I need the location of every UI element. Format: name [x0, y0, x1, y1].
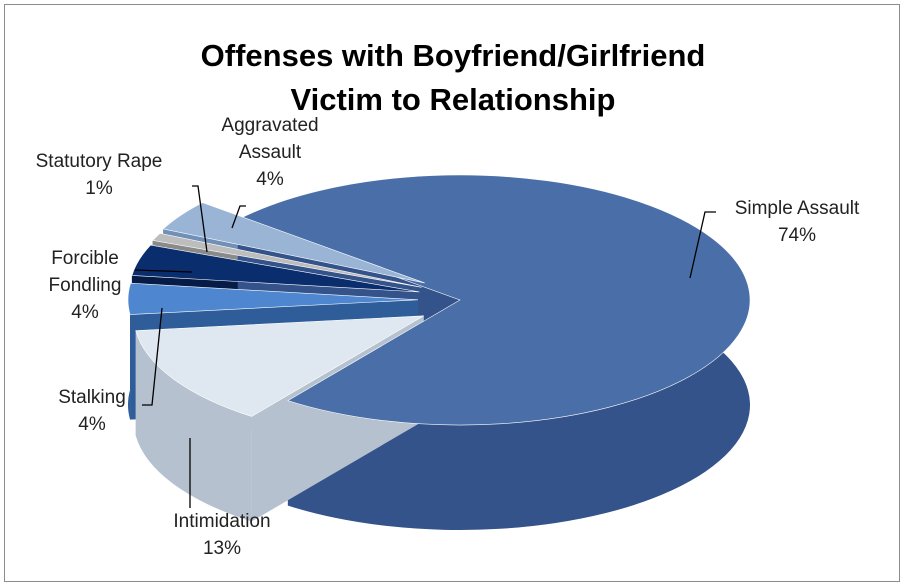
value-label: 13%	[202, 538, 242, 559]
data-label: Intimidation 13%	[142, 508, 302, 562]
leader-line	[134, 269, 193, 273]
leader-line	[192, 185, 208, 253]
value-label: 74%	[777, 225, 817, 246]
value-label: 4%	[71, 302, 99, 323]
slice	[127, 282, 419, 315]
value-label: 4%	[78, 414, 106, 435]
slice	[152, 232, 422, 288]
slice	[162, 202, 425, 284]
data-label: Statutory Rape 1%	[24, 148, 174, 202]
leader-line	[689, 211, 716, 279]
category-label: Simple Assault	[734, 198, 860, 219]
leader-line	[142, 307, 163, 406]
value-label: 1%	[85, 178, 113, 199]
slice	[131, 244, 420, 293]
value-label: 4%	[256, 169, 284, 190]
data-label: Aggravated Assault 4%	[210, 112, 330, 193]
category-label: Intimidation	[173, 511, 271, 532]
data-label: Simple Assault 74%	[712, 195, 882, 249]
category-label: Aggravated Assault	[221, 115, 319, 163]
data-label: Stalking 4%	[37, 384, 147, 438]
chart-frame	[4, 4, 900, 582]
leader-line	[231, 205, 246, 229]
slice	[135, 315, 424, 417]
category-label: Statutory Rape	[35, 151, 163, 172]
category-label: Forcible Fondling	[48, 248, 122, 296]
slice	[237, 174, 751, 426]
slice-wall	[135, 330, 252, 522]
chart-title: Offenses with Boyfriend/Girlfriend Victi…	[200, 38, 706, 117]
data-label: Forcible Fondling 4%	[30, 245, 140, 326]
category-label: Stalking	[58, 387, 126, 408]
